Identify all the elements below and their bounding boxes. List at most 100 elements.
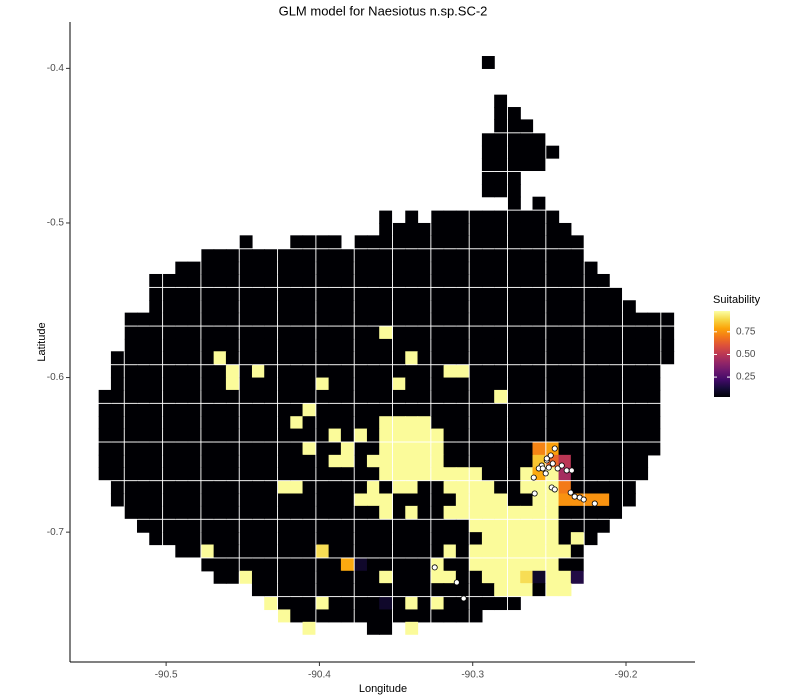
cell [225,558,239,572]
cell [431,454,445,468]
cell [302,505,316,519]
cell [417,326,431,340]
cell [213,403,227,417]
cell [532,145,546,159]
cell [110,351,124,365]
cell [431,351,445,365]
cell [417,312,431,326]
cell [302,351,316,365]
cell [163,312,176,326]
cell [469,583,483,597]
cell [469,235,483,249]
cell [225,532,239,546]
cell [354,532,368,546]
cell [469,312,483,326]
cell [417,389,431,403]
cell [393,326,406,340]
cell [455,338,469,352]
cell [609,493,623,507]
cell [316,570,330,584]
cell [340,416,354,430]
cell [225,481,239,495]
cell [149,416,163,430]
cell [443,273,457,287]
cell [328,312,342,326]
cell [149,493,163,507]
cell [124,338,138,352]
cell [431,467,445,481]
cell [443,235,457,249]
cell [520,505,534,519]
cell [520,570,534,584]
cell [366,377,380,391]
cell [558,532,572,546]
cell [570,261,584,275]
occurrence-point [460,595,467,602]
cell [366,403,380,417]
cell [532,365,546,379]
cell [251,312,265,326]
cell [149,467,163,481]
cell [225,300,239,314]
cell [213,326,227,340]
cell [302,493,316,507]
cell [393,235,406,249]
cell [290,261,304,275]
cell [163,389,176,403]
cell [239,261,253,275]
cell [98,467,112,481]
cell [622,365,636,379]
cell [225,442,239,456]
cell [558,326,572,340]
cell [316,287,330,301]
cell [98,403,112,417]
cell [290,365,304,379]
cell [469,351,483,365]
cell [379,273,393,287]
cell [340,544,354,558]
cell [316,454,330,468]
cell [431,442,445,456]
cell [328,389,342,403]
cell [520,532,534,546]
cell [546,351,560,365]
cell [175,300,189,314]
cell [175,261,189,275]
cell [239,442,253,456]
cell [443,609,457,623]
cell [455,532,469,546]
cell [494,532,508,546]
cell [469,326,483,340]
cell [278,597,291,611]
occurrence-point [571,493,578,500]
cell [393,544,406,558]
cell [520,467,534,481]
cell [175,416,189,430]
cell [213,558,227,572]
cell [290,377,304,391]
cell [290,558,304,572]
cell [316,558,330,572]
cell [570,377,584,391]
cell [302,467,316,481]
cell [201,428,215,442]
cell [469,261,483,275]
cell [264,544,278,558]
cell [635,403,649,417]
cell [507,312,521,326]
cell [366,519,380,533]
cell [328,597,342,611]
cell [558,300,572,314]
cell [507,119,521,133]
cell [136,389,150,403]
cell [379,621,393,635]
cell [213,287,227,301]
cell [584,389,598,403]
cell [417,519,431,533]
cell [316,428,330,442]
cell [584,377,598,391]
cell [316,312,330,326]
cell [136,416,150,430]
cell [507,454,521,468]
cell [187,287,201,301]
